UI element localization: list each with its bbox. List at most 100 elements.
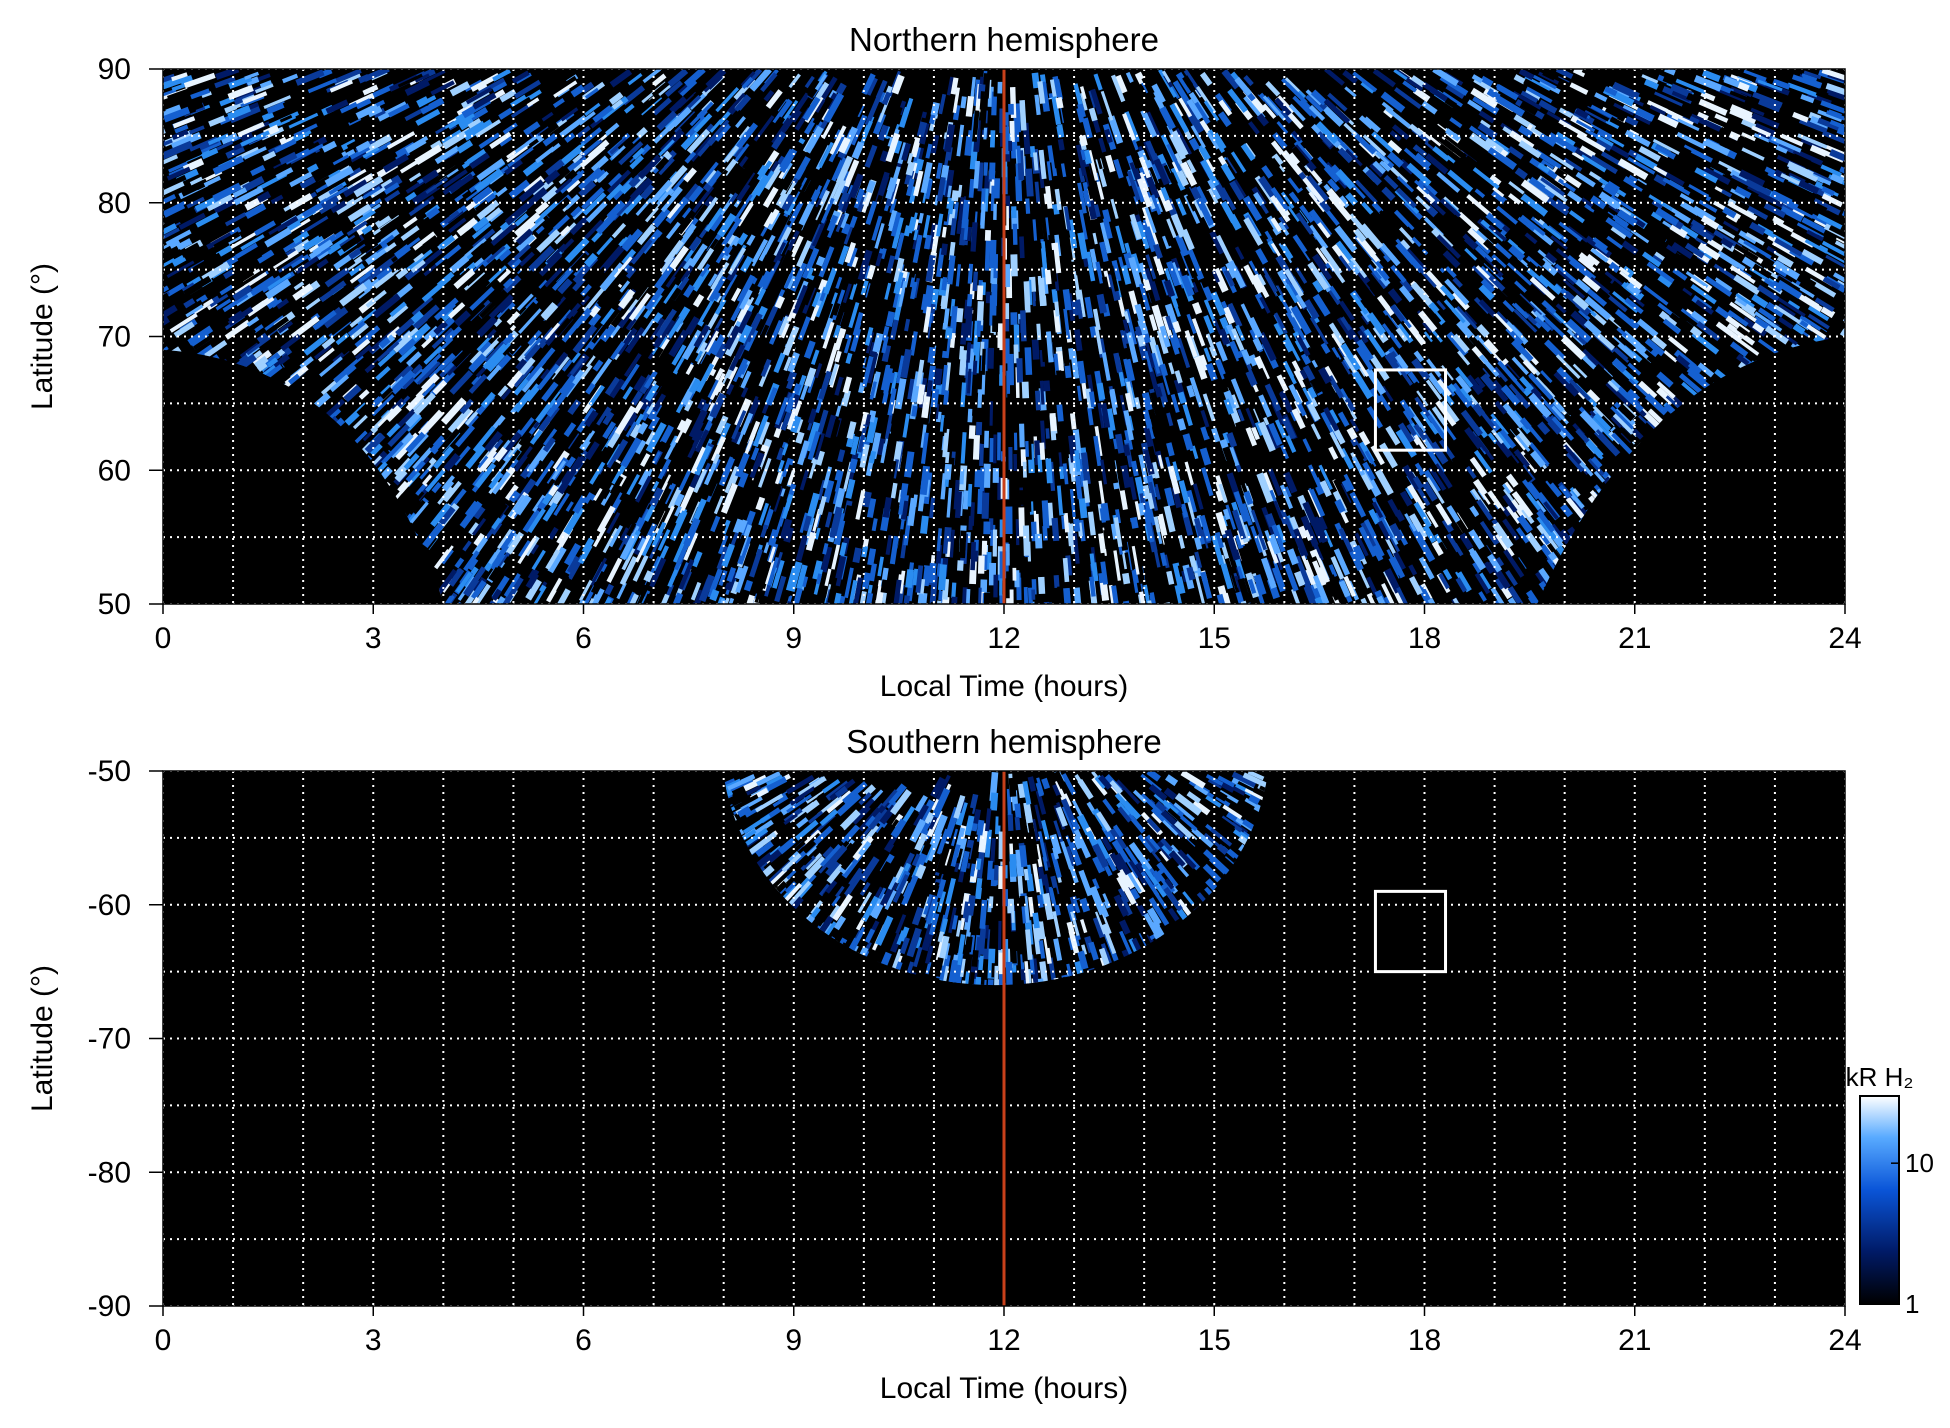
streak xyxy=(979,389,980,408)
streak xyxy=(1844,571,1865,590)
streak xyxy=(1090,201,1094,219)
streak xyxy=(1062,437,1064,463)
streak xyxy=(1034,292,1035,306)
streak xyxy=(1059,587,1060,605)
streak xyxy=(147,316,163,326)
streak xyxy=(884,327,887,341)
streak xyxy=(917,474,919,489)
streak xyxy=(146,479,164,493)
streak xyxy=(871,411,873,422)
streak xyxy=(890,373,892,383)
streak xyxy=(980,489,981,514)
streak xyxy=(1125,573,1127,583)
streak xyxy=(987,388,988,413)
streak xyxy=(983,349,984,375)
streak xyxy=(976,161,978,188)
streak xyxy=(1043,456,1045,484)
streak xyxy=(931,498,933,518)
streak xyxy=(1077,330,1080,351)
streak xyxy=(607,585,611,594)
streak xyxy=(925,565,927,585)
streak xyxy=(839,84,844,93)
streak xyxy=(980,163,982,192)
streak xyxy=(970,349,971,372)
streak xyxy=(1166,603,1169,620)
streak xyxy=(972,425,973,438)
streak xyxy=(1145,486,1148,499)
streak xyxy=(1844,318,1857,326)
streak xyxy=(1012,121,1013,142)
streak xyxy=(1091,577,1093,597)
streak xyxy=(1081,233,1086,259)
streak xyxy=(1041,577,1042,594)
streak xyxy=(1594,603,1613,629)
streak xyxy=(927,235,929,249)
streak xyxy=(1037,391,1038,411)
streak xyxy=(1817,92,1828,96)
streak xyxy=(1129,84,1134,94)
streak xyxy=(1103,562,1106,585)
streak xyxy=(1022,424,1023,448)
streak xyxy=(941,415,943,432)
streak xyxy=(1089,407,1092,425)
streak xyxy=(884,580,886,593)
streak xyxy=(1026,281,1027,312)
streak xyxy=(938,163,941,179)
streak xyxy=(842,543,845,556)
streak xyxy=(1167,488,1171,506)
streak xyxy=(1015,224,1016,245)
streak xyxy=(1133,517,1135,528)
streak xyxy=(777,297,782,308)
streak xyxy=(874,518,876,530)
streak xyxy=(1309,604,1314,617)
streak xyxy=(971,604,972,632)
streak xyxy=(1843,221,1868,234)
streak xyxy=(865,515,869,539)
streak xyxy=(914,406,916,416)
streak xyxy=(985,493,986,519)
streak xyxy=(961,469,962,484)
streak xyxy=(978,470,979,487)
streak xyxy=(153,391,163,398)
streak xyxy=(1844,421,1857,431)
streak xyxy=(1560,603,1578,629)
streak xyxy=(1060,139,1062,150)
streak xyxy=(967,589,968,616)
streak xyxy=(870,499,874,518)
streak xyxy=(952,333,953,348)
streak xyxy=(1031,501,1032,514)
streak xyxy=(972,77,974,99)
streak xyxy=(1100,522,1102,534)
streak xyxy=(1034,522,1035,541)
streak xyxy=(1174,512,1177,524)
streak xyxy=(854,380,857,392)
streak xyxy=(987,464,988,488)
streak xyxy=(1063,164,1065,177)
streak xyxy=(1844,211,1865,221)
streak xyxy=(1047,186,1050,208)
streak xyxy=(1104,503,1106,521)
streak xyxy=(822,592,825,603)
streak xyxy=(886,498,889,518)
streak xyxy=(1180,419,1183,430)
streak xyxy=(1056,575,1057,588)
streak xyxy=(1085,565,1087,580)
streak xyxy=(1049,503,1050,526)
streak xyxy=(1065,463,1067,484)
streak xyxy=(1037,182,1039,203)
streak xyxy=(864,546,866,557)
streak xyxy=(967,136,969,155)
streak xyxy=(965,491,966,510)
streak xyxy=(919,593,921,609)
streak xyxy=(970,264,971,284)
streak xyxy=(979,588,980,617)
streak xyxy=(542,524,548,533)
streak xyxy=(1055,518,1057,541)
streak xyxy=(975,272,976,291)
streak xyxy=(146,494,164,509)
streak xyxy=(798,432,801,443)
streak xyxy=(1195,303,1199,313)
streak xyxy=(867,415,870,427)
streak xyxy=(945,308,947,329)
streak xyxy=(1022,548,1023,577)
